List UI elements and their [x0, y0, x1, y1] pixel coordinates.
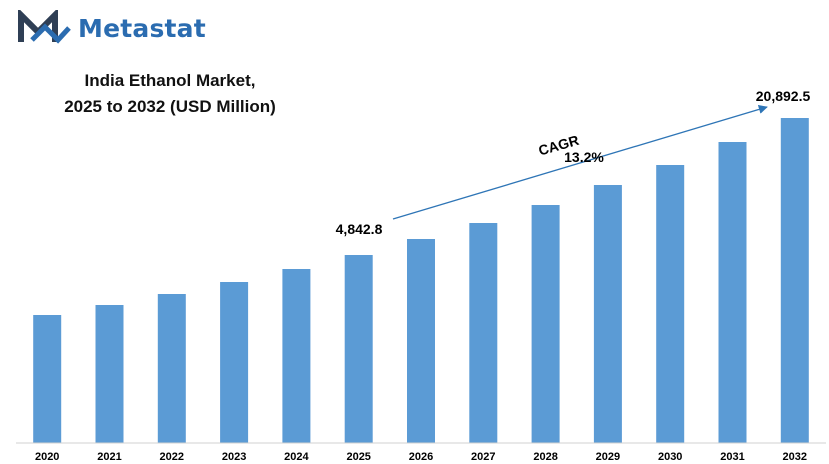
x-tick-label-2024: 2024 — [284, 451, 309, 463]
brand-logo: Metastat — [18, 10, 206, 46]
cagr-value: 13.2% — [564, 149, 604, 165]
bar-2022 — [157, 294, 186, 443]
x-tick-label-2030: 2030 — [658, 451, 682, 463]
x-tick-label-2029: 2029 — [596, 451, 620, 463]
x-tick-label-2028: 2028 — [533, 451, 557, 463]
chart-title: India Ethanol Market, 2025 to 2032 (USD … — [30, 68, 310, 120]
x-tick-label-2022: 2022 — [160, 451, 184, 463]
metastat-logo-icon — [18, 10, 71, 44]
start-value-label: 4,842.8 — [336, 221, 383, 237]
x-tick-label-2025: 2025 — [346, 451, 370, 463]
x-tick-label-2021: 2021 — [97, 451, 121, 463]
bar-2023 — [220, 282, 249, 443]
x-tick-label-2032: 2032 — [783, 451, 807, 463]
bar-2030 — [656, 165, 685, 443]
x-tick-label-2031: 2031 — [720, 451, 744, 463]
bar-2027 — [469, 223, 498, 443]
x-tick-label-2023: 2023 — [222, 451, 246, 463]
chart-title-line-2: 2025 to 2032 (USD Million) — [64, 97, 276, 116]
brand-name: Metastat — [78, 13, 206, 43]
bar-2024 — [282, 269, 311, 443]
bar-2032 — [780, 118, 809, 443]
x-tick-label-2027: 2027 — [471, 451, 495, 463]
bar-series — [33, 118, 809, 443]
x-tick-label-2020: 2020 — [35, 451, 59, 463]
bar-2028 — [531, 205, 560, 443]
bar-2029 — [593, 185, 622, 443]
cagr-arrow — [392, 104, 768, 220]
chart-title-line-1: India Ethanol Market, — [84, 71, 256, 90]
end-value-label: 20,892.5 — [756, 88, 811, 104]
x-tick-label-2026: 2026 — [409, 451, 433, 463]
bar-2031 — [718, 142, 747, 443]
bar-2020 — [33, 315, 62, 443]
x-tick-labels: 2020 2021 2022 2023 2024 2025 2026 2027 2028 2029… — [35, 451, 807, 463]
bar-2021 — [95, 305, 124, 443]
bar-2025 — [344, 255, 373, 443]
bar-2026 — [407, 239, 435, 443]
